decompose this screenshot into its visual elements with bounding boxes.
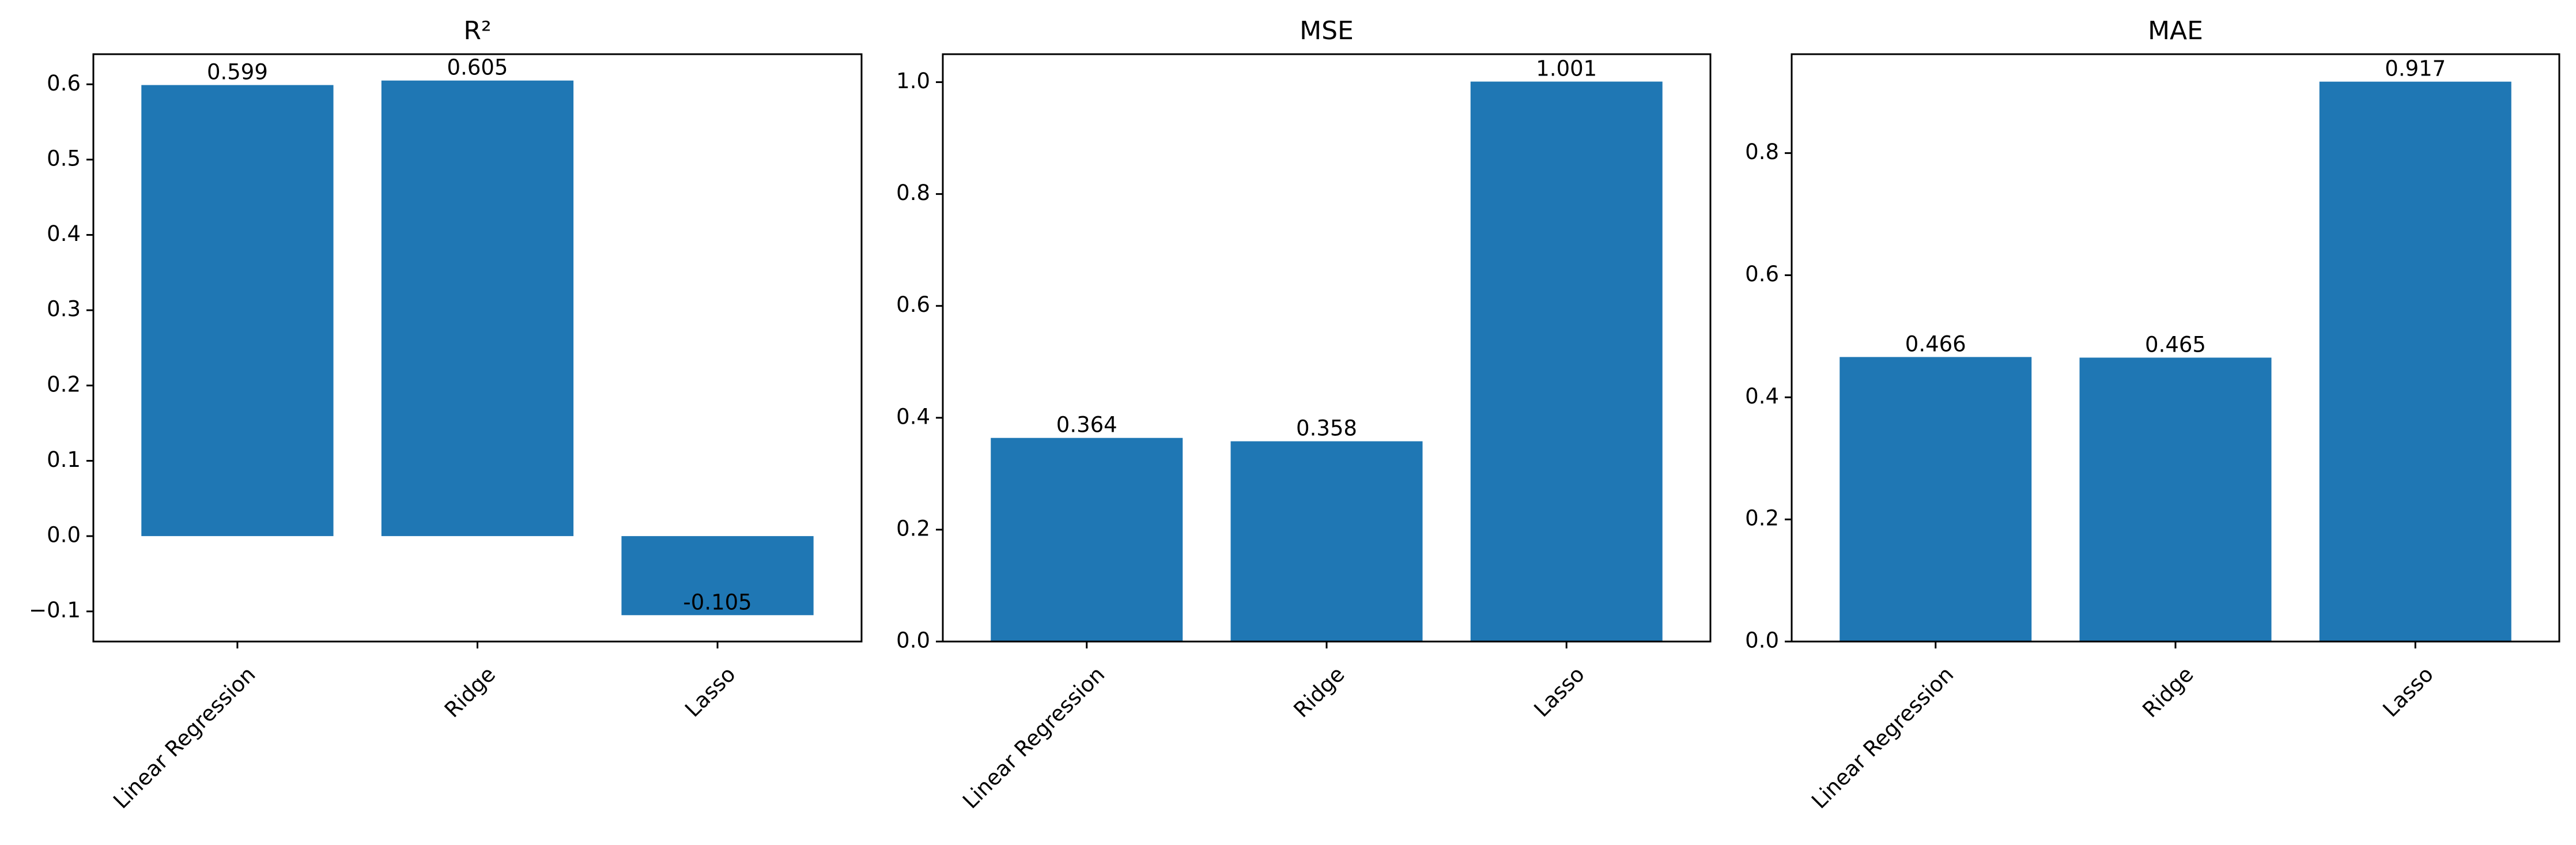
- chart-title: MAE: [2148, 16, 2203, 46]
- y-tick-label: 0.1: [47, 447, 81, 472]
- y-tick-label: 0.6: [1745, 262, 1779, 286]
- data-label: 0.364: [1056, 413, 1117, 437]
- data-label: 0.917: [2385, 56, 2446, 81]
- bar-2: [381, 80, 574, 537]
- y-tick-label: 0.6: [47, 71, 81, 96]
- y-tick-label: 0.8: [896, 180, 930, 205]
- y-tick-label: 0.0: [47, 523, 81, 548]
- x-tick-label: Ridge: [440, 662, 500, 722]
- x-tick-label: Ridge: [2137, 662, 2198, 722]
- data-label: 0.466: [1905, 331, 1966, 356]
- y-tick-label: 0.6: [896, 292, 930, 317]
- x-tick-label: Lasso: [2378, 662, 2438, 722]
- y-tick-label: 0.3: [47, 297, 81, 322]
- chart-panel-1: 0.599 0.605 -0.105 −0.1 0.0 0.1 0.2 0.3 0.4 0.5 0.…: [29, 16, 863, 813]
- x-tick-label: Lasso: [680, 662, 740, 722]
- y-tick-label: 0.4: [896, 404, 930, 429]
- x-tick-label: Linear Regression: [1807, 662, 1958, 813]
- data-label: 1.001: [1536, 56, 1597, 81]
- y-tick-label: 0.2: [47, 372, 81, 397]
- data-label: 0.465: [2145, 332, 2206, 357]
- bar-2: [2079, 357, 2272, 642]
- y-tick-label: 0.2: [1745, 506, 1779, 531]
- bar-1: [1840, 357, 2032, 642]
- bar-1: [141, 85, 334, 537]
- x-tick-label: Linear Regression: [108, 662, 260, 813]
- bar-3: [621, 536, 814, 616]
- y-tick-label: 0.8: [1745, 139, 1779, 164]
- data-label: -0.105: [683, 590, 751, 614]
- data-label: 0.358: [1296, 416, 1357, 441]
- y-tick-label: 0.4: [47, 221, 81, 246]
- bar-1: [991, 437, 1183, 642]
- chart-title: R²: [463, 16, 491, 46]
- x-tick-label: Lasso: [1529, 662, 1589, 722]
- y-tick-label: 0.0: [1745, 628, 1779, 653]
- data-label: 0.605: [447, 55, 508, 80]
- bar-3: [1470, 81, 1663, 642]
- x-tick-label: Linear Regression: [958, 662, 1109, 813]
- chart-title: MSE: [1300, 16, 1354, 46]
- data-label: 0.599: [207, 60, 268, 85]
- y-tick-label: 0.2: [896, 516, 930, 541]
- y-tick-label: 1.0: [896, 69, 930, 93]
- x-tick-label: Ridge: [1289, 662, 1349, 722]
- chart-panel-2: 0.364 0.358 1.001 0.0 0.2 0.4 0.6 0.8 1.0 Linear …: [896, 16, 1712, 813]
- y-tick-label: −0.1: [29, 598, 81, 623]
- y-tick-label: 0.0: [896, 628, 930, 653]
- bar-2: [1230, 441, 1423, 642]
- y-tick-label: 0.5: [47, 146, 81, 171]
- y-tick-label: 0.4: [1745, 384, 1779, 409]
- chart-panel-3: 0.466 0.465 0.917 0.0 0.2 0.4 0.6 0.8 Linear Reg…: [1745, 16, 2560, 813]
- bar-3: [2319, 81, 2511, 642]
